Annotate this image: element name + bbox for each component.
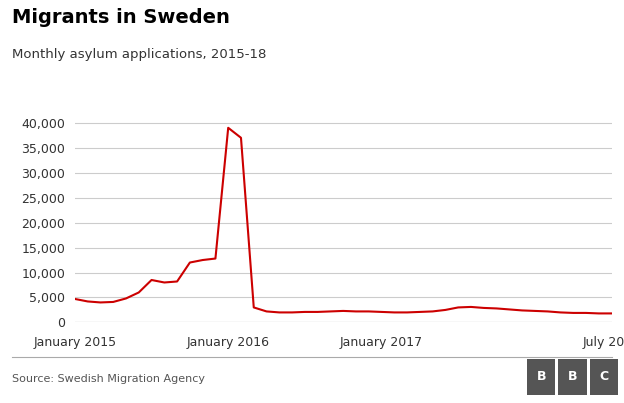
Text: Monthly asylum applications, 2015-18: Monthly asylum applications, 2015-18 <box>12 48 267 61</box>
Text: B: B <box>537 370 546 383</box>
Text: Source: Swedish Migration Agency: Source: Swedish Migration Agency <box>12 374 205 384</box>
Text: Migrants in Sweden: Migrants in Sweden <box>12 8 230 27</box>
Text: C: C <box>599 370 608 383</box>
Text: B: B <box>568 370 577 383</box>
